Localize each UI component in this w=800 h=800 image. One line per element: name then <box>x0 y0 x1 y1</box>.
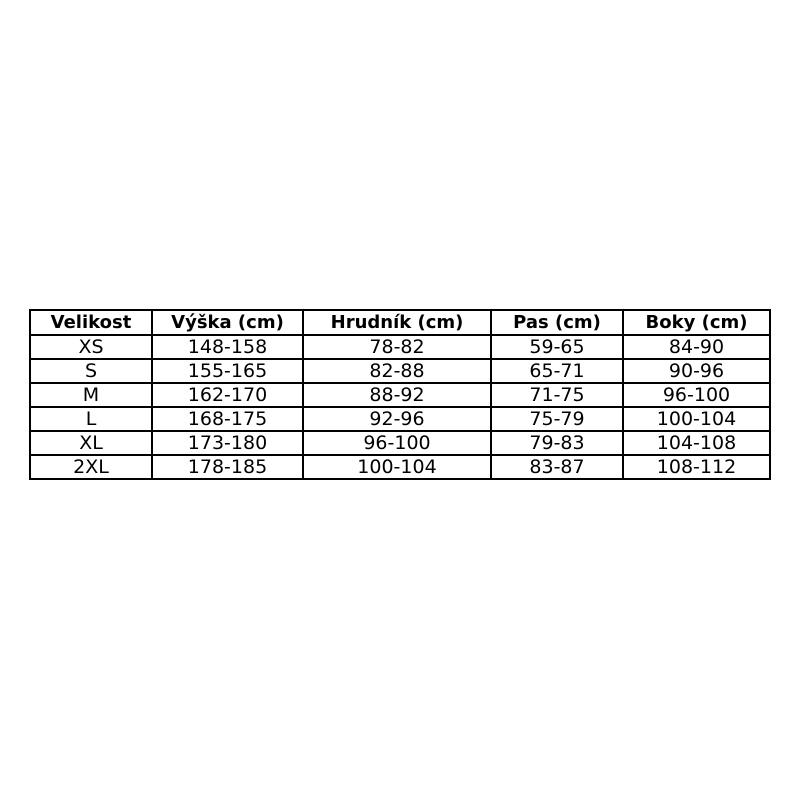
size-cell: S <box>29 358 153 384</box>
size-chart-table: Velikost Výška (cm) Hrudník (cm) Pas (cm… <box>29 309 771 480</box>
size-chart-container: Velikost Výška (cm) Hrudník (cm) Pas (cm… <box>29 309 771 480</box>
header-cell-velikost: Velikost <box>29 309 153 336</box>
size-cell: 2XL <box>29 454 153 480</box>
table-row-s: S 155-165 82-88 65-71 90-96 <box>29 358 771 384</box>
chest-cell: 92-96 <box>302 406 492 432</box>
waist-cell: 65-71 <box>490 358 624 384</box>
header-row: Velikost Výška (cm) Hrudník (cm) Pas (cm… <box>29 309 771 336</box>
height-cell: 178-185 <box>151 454 304 480</box>
table-row-m: M 162-170 88-92 71-75 96-100 <box>29 382 771 408</box>
hips-cell: 96-100 <box>622 382 771 408</box>
waist-cell: 79-83 <box>490 430 624 456</box>
hips-cell: 90-96 <box>622 358 771 384</box>
waist-cell: 75-79 <box>490 406 624 432</box>
chest-cell: 96-100 <box>302 430 492 456</box>
height-cell: 148-158 <box>151 334 304 360</box>
hips-cell: 108-112 <box>622 454 771 480</box>
waist-cell: 83-87 <box>490 454 624 480</box>
height-cell: 168-175 <box>151 406 304 432</box>
header-cell-boky: Boky (cm) <box>622 309 771 336</box>
header-cell-pas: Pas (cm) <box>490 309 624 336</box>
height-cell: 173-180 <box>151 430 304 456</box>
table-row-xs: XS 148-158 78-82 59-65 84-90 <box>29 334 771 360</box>
table-row-l: L 168-175 92-96 75-79 100-104 <box>29 406 771 432</box>
waist-cell: 59-65 <box>490 334 624 360</box>
table-row-xl: XL 173-180 96-100 79-83 104-108 <box>29 430 771 456</box>
size-cell: XS <box>29 334 153 360</box>
size-cell: L <box>29 406 153 432</box>
hips-cell: 84-90 <box>622 334 771 360</box>
size-cell: M <box>29 382 153 408</box>
header-cell-vyska: Výška (cm) <box>151 309 304 336</box>
header-cell-hrudnik: Hrudník (cm) <box>302 309 492 336</box>
hips-cell: 104-108 <box>622 430 771 456</box>
waist-cell: 71-75 <box>490 382 624 408</box>
chest-cell: 82-88 <box>302 358 492 384</box>
height-cell: 162-170 <box>151 382 304 408</box>
hips-cell: 100-104 <box>622 406 771 432</box>
table-row-2xl: 2XL 178-185 100-104 83-87 108-112 <box>29 454 771 480</box>
size-cell: XL <box>29 430 153 456</box>
chest-cell: 88-92 <box>302 382 492 408</box>
height-cell: 155-165 <box>151 358 304 384</box>
chest-cell: 78-82 <box>302 334 492 360</box>
chest-cell: 100-104 <box>302 454 492 480</box>
